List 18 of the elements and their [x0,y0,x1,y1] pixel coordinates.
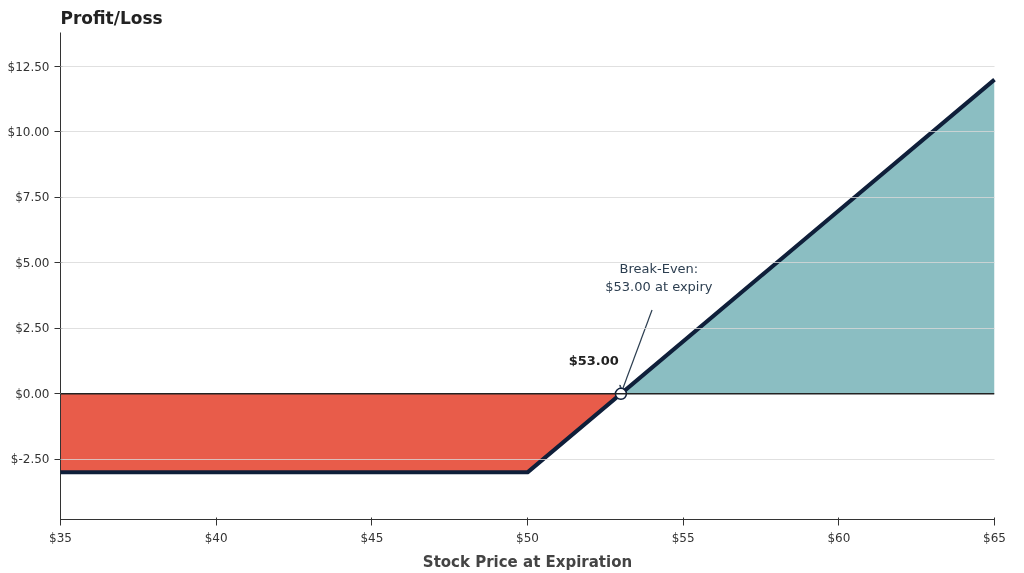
y-tick-label: $10.00 [7,124,50,139]
x-tick-label: $50 [516,530,539,545]
annotation: $53.00 [568,352,619,368]
x-tick-label: $45 [360,530,384,545]
y-tick-label: $0.00 [15,386,50,401]
y-tick-label: $-2.50 [10,452,50,467]
x-tick-label: $60 [827,530,851,545]
x-axis-title: Stock Price at Expiration [422,552,633,571]
annotation: Break-Even: $53.00 at expiry [605,260,713,294]
x-tick-label: $55 [671,530,695,545]
y-tick-label: $7.50 [15,190,50,205]
x-tick-label: $40 [204,530,228,545]
y-tick-label: $2.50 [15,321,50,336]
chart-title: Profit/Loss [60,7,163,28]
x-tick-label: $35 [49,530,72,545]
y-tick-label: $5.00 [15,255,50,270]
y-tick-label: $12.50 [7,59,50,74]
x-tick-label: $65 [983,530,1006,545]
